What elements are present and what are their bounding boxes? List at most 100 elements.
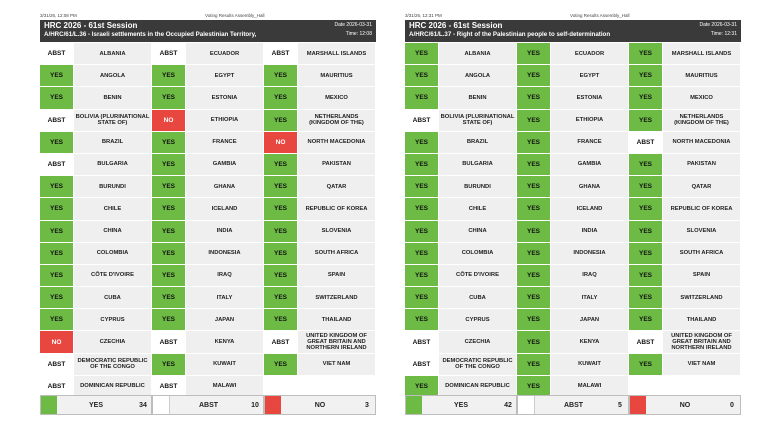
- vote-cell: YES IRAQ: [152, 264, 264, 288]
- country-name: ICELAND: [551, 198, 629, 221]
- vote-value: YES: [517, 153, 551, 177]
- vote-row: YES CYPRUS YES JAPAN YES THAILAND: [405, 309, 741, 332]
- vote-cell: ABST ALBANIA: [40, 43, 152, 66]
- vote-cell: YES THAILAND: [629, 309, 741, 332]
- country-name: CHINA: [439, 220, 517, 243]
- country-name: GAMBIA: [186, 153, 264, 177]
- country-name: VIET NAM: [663, 353, 741, 376]
- country-name: FRANCE: [186, 131, 264, 154]
- resolution-title: A/HRC/61/L.36 - Israeli settlements in t…: [44, 31, 257, 38]
- vote-value: YES: [405, 65, 439, 88]
- vote-cell: ABST UNITED KINGDOM OF GREAT BRITAIN AND …: [264, 331, 376, 354]
- vote-value: YES: [629, 242, 663, 265]
- country-name: QATAR: [663, 176, 741, 199]
- country-name: CHILE: [439, 198, 517, 221]
- vote-grid: YES ALBANIA YES ECUADOR YES MARSHALL ISLANDS Y…: [405, 43, 741, 398]
- country-name: NETHERLANDS (KINGDOM OF THE): [298, 109, 376, 132]
- vote-cell: ABST UNITED KINGDOM OF GREAT BRITAIN AND …: [629, 331, 741, 354]
- country-name: GHANA: [186, 176, 264, 199]
- vote-cell: ABST BULGARIA: [40, 153, 152, 177]
- vote-value: YES: [517, 198, 551, 221]
- country-name: CUBA: [74, 287, 152, 310]
- country-name: CÔTE D'IVOIRE: [439, 264, 517, 288]
- vote-value: YES: [517, 220, 551, 243]
- timestamp: 3/31/26, 12:08 PM: [40, 13, 77, 18]
- yes-swatch: [41, 396, 57, 414]
- vote-cell: ABST CZECHIA: [405, 331, 517, 354]
- vote-cell: YES INDONESIA: [152, 242, 264, 265]
- vote-value: YES: [152, 287, 186, 310]
- country-name: BENIN: [74, 87, 152, 110]
- vote-row: YES BRAZIL YES FRANCE NO NORTH MACEDONIA: [40, 131, 376, 154]
- country-name: IRAQ: [551, 264, 629, 288]
- country-name: BURUNDI: [74, 176, 152, 199]
- vote-value: YES: [40, 176, 74, 199]
- country-name: INDIA: [186, 220, 264, 243]
- total-no-label: NO: [314, 401, 326, 409]
- vote-value: ABST: [405, 109, 439, 132]
- vote-row: ABST BOLIVIA (PLURINATIONAL STATE OF) YES E…: [405, 109, 741, 132]
- vote-cell: YES CYPRUS: [405, 309, 517, 332]
- vote-value: YES: [517, 264, 551, 288]
- vote-value: YES: [629, 353, 663, 376]
- vote-cell: YES BENIN: [405, 87, 517, 110]
- country-name: SOUTH AFRICA: [298, 242, 376, 265]
- vote-cell: YES PAKISTAN: [629, 153, 741, 177]
- vote-value: ABST: [629, 331, 663, 354]
- vote-cell: YES INDIA: [152, 220, 264, 243]
- vote-value: YES: [152, 198, 186, 221]
- vote-value: YES: [405, 309, 439, 332]
- vote-value: NO: [40, 331, 74, 354]
- vote-value: YES: [264, 242, 298, 265]
- vote-cell: ABST DOMINICAN REPUBLIC: [40, 375, 152, 398]
- vote-cell: YES KUWAIT: [517, 353, 629, 376]
- vote-value: YES: [152, 131, 186, 154]
- country-name: QATAR: [298, 176, 376, 199]
- country-name: BURUNDI: [439, 176, 517, 199]
- vote-row: ABST BULGARIA YES GAMBIA YES PAKISTAN: [40, 153, 376, 177]
- vote-cell: YES JAPAN: [152, 309, 264, 332]
- vote-value: YES: [517, 87, 551, 110]
- vote-value: YES: [264, 264, 298, 288]
- country-name: INDONESIA: [551, 242, 629, 265]
- vote-cell: YES EGYPT: [517, 65, 629, 88]
- vote-value: YES: [40, 264, 74, 288]
- vote-cell: YES ESTONIA: [517, 87, 629, 110]
- vote-cell: YES COLOMBIA: [405, 242, 517, 265]
- vote-value: ABST: [40, 109, 74, 132]
- vote-row: YES CYPRUS YES JAPAN YES THAILAND: [40, 309, 376, 332]
- vote-cell: YES FRANCE: [517, 131, 629, 154]
- vote-cell: YES JAPAN: [517, 309, 629, 332]
- vote-cell: YES BURUNDI: [40, 176, 152, 199]
- vote-date: Date 2026-03-31: [334, 22, 372, 28]
- country-name: ECUADOR: [186, 43, 264, 66]
- country-name: BRAZIL: [74, 131, 152, 154]
- country-name: PAKISTAN: [298, 153, 376, 177]
- vote-cell: YES ANGOLA: [405, 65, 517, 88]
- vote-value: YES: [629, 198, 663, 221]
- vote-row: ABST DEMOCRATIC REPUBLIC OF THE CONGO YES K…: [405, 353, 741, 376]
- vote-value: YES: [629, 65, 663, 88]
- vote-cell: YES MEXICO: [264, 87, 376, 110]
- vote-value: YES: [264, 176, 298, 199]
- vote-cell: ABST KENYA: [152, 331, 264, 354]
- vote-value: YES: [405, 87, 439, 110]
- vote-cell: YES CHILE: [405, 198, 517, 221]
- vote-row: YES CUBA YES ITALY YES SWITZERLAND: [405, 287, 741, 310]
- total-abst: ABST 10: [152, 395, 264, 415]
- vote-value: YES: [40, 309, 74, 332]
- vote-cell: YES SLOVENIA: [264, 220, 376, 243]
- total-yes-label: YES: [453, 401, 468, 409]
- country-name: BOLIVIA (PLURINATIONAL STATE OF): [439, 109, 517, 132]
- vote-value: ABST: [152, 331, 186, 354]
- country-name: ALBANIA: [74, 43, 152, 66]
- vote-row: NO CZECHIA ABST KENYA ABST UNITED KINGDOM OF …: [40, 331, 376, 354]
- vote-value: ABST: [152, 43, 186, 66]
- vote-row: YES BENIN YES ESTONIA YES MEXICO: [40, 87, 376, 110]
- vote-value: YES: [40, 287, 74, 310]
- country-name: UNITED KINGDOM OF GREAT BRITAIN AND NORT…: [663, 331, 741, 354]
- vote-row: YES ANGOLA YES EGYPT YES MAURITIUS: [405, 65, 741, 88]
- country-name: KUWAIT: [186, 353, 264, 376]
- vote-cell: NO ETHIOPIA: [152, 109, 264, 132]
- vote-value: NO: [152, 109, 186, 132]
